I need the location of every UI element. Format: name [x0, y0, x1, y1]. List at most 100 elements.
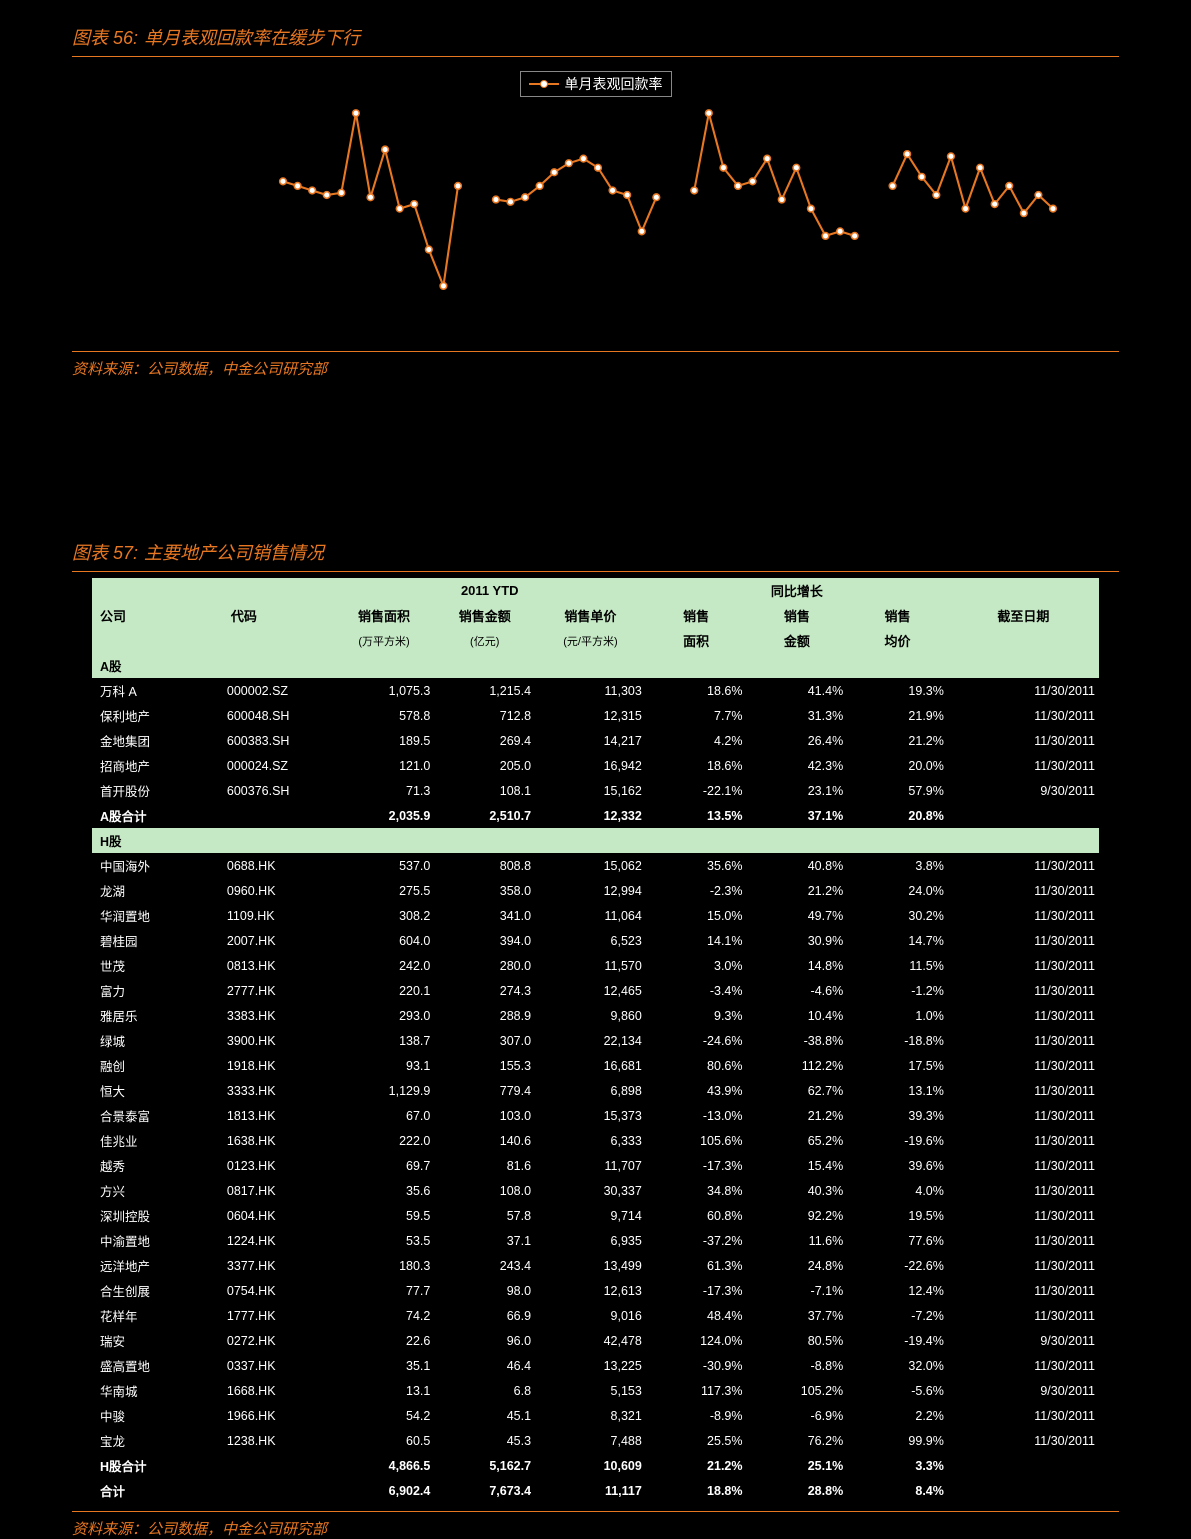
section-row: A股: [92, 653, 1099, 678]
table-cell: 394.0: [434, 928, 535, 953]
table-cell: 67.0: [334, 1103, 435, 1128]
table-row: 花样年1777.HK74.266.99,01648.4%37.7%-7.2%11…: [92, 1303, 1099, 1328]
th-group-ytd: 2011 YTD: [334, 578, 646, 603]
table-cell: 24.0%: [847, 878, 948, 903]
table-cell: 45.3: [434, 1428, 535, 1453]
table-cell: 3.8%: [847, 853, 948, 878]
table-cell: [948, 803, 1099, 828]
table-row: 碧桂园2007.HK604.0394.06,52314.1%30.9%14.7%…: [92, 928, 1099, 953]
th-amount-sub: (亿元): [434, 628, 535, 653]
table-cell: 13.1%: [847, 1078, 948, 1103]
table-cell: 11/30/2011: [948, 903, 1099, 928]
table-cell: 155.3: [434, 1053, 535, 1078]
table-cell: 578.8: [334, 703, 435, 728]
table-row: 越秀0123.HK69.781.611,707-17.3%15.4%39.6%1…: [92, 1153, 1099, 1178]
table-cell: 1777.HK: [223, 1303, 334, 1328]
table-cell: 0754.HK: [223, 1278, 334, 1303]
table-cell: 293.0: [334, 1003, 435, 1028]
table-cell: 1,129.9: [334, 1078, 435, 1103]
table-cell: 21.2%: [747, 878, 848, 903]
table-row: 富力2777.HK220.1274.312,465-3.4%-4.6%-1.2%…: [92, 978, 1099, 1003]
table-cell: 39.3%: [847, 1103, 948, 1128]
table-cell: -8.8%: [747, 1353, 848, 1378]
table-row: 宝龙1238.HK60.545.37,48825.5%76.2%99.9%11/…: [92, 1428, 1099, 1453]
table-cell: 中渝置地: [92, 1228, 223, 1253]
table-cell: 14,217: [535, 728, 646, 753]
table-cell: 15,373: [535, 1103, 646, 1128]
table-row: 中国海外0688.HK537.0808.815,06235.6%40.8%3.8…: [92, 853, 1099, 878]
table-cell: 1.0%: [847, 1003, 948, 1028]
table-cell: 11/30/2011: [948, 1353, 1099, 1378]
table-cell: 15,062: [535, 853, 646, 878]
table-cell: 32.0%: [847, 1353, 948, 1378]
table-cell: 37.1%: [747, 803, 848, 828]
table-cell: 6,935: [535, 1228, 646, 1253]
table-cell: 中国海外: [92, 853, 223, 878]
table-cell: 92.2%: [747, 1203, 848, 1228]
table-cell: -5.6%: [847, 1378, 948, 1403]
table-cell: 11/30/2011: [948, 928, 1099, 953]
table-cell: 59.5: [334, 1203, 435, 1228]
table-row: 华南城1668.HK13.16.85,153117.3%105.2%-5.6%9…: [92, 1378, 1099, 1403]
th-code: 代码: [223, 578, 334, 653]
table-cell: 9,714: [535, 1203, 646, 1228]
chart56-title-text: 单月表观回款率在缓步下行: [144, 24, 360, 50]
table-cell: 11/30/2011: [948, 1003, 1099, 1028]
table-cell: 11/30/2011: [948, 1278, 1099, 1303]
legend-label: 单月表观回款率: [565, 74, 663, 94]
table-cell: -22.1%: [646, 778, 747, 803]
table-cell: 341.0: [434, 903, 535, 928]
th-price-sub: (元/平方米): [535, 628, 646, 653]
table-cell: 1638.HK: [223, 1128, 334, 1153]
table-cell: 1238.HK: [223, 1428, 334, 1453]
table-cell: 96.0: [434, 1328, 535, 1353]
table-cell: 2,510.7: [434, 803, 535, 828]
section-label: A股: [92, 653, 1099, 678]
table-cell: 35.1: [334, 1353, 435, 1378]
table-cell: 275.5: [334, 878, 435, 903]
table-cell: 779.4: [434, 1078, 535, 1103]
table-cell: 11/30/2011: [948, 703, 1099, 728]
table-cell: 9,860: [535, 1003, 646, 1028]
table-cell: 11/30/2011: [948, 1028, 1099, 1053]
table-cell: 0813.HK: [223, 953, 334, 978]
table-cell: 1966.HK: [223, 1403, 334, 1428]
table-cell: 23.1%: [747, 778, 848, 803]
table-cell: 3.0%: [646, 953, 747, 978]
table-cell: 华润置地: [92, 903, 223, 928]
table-row: 中渝置地1224.HK53.537.16,935-37.2%11.6%77.6%…: [92, 1228, 1099, 1253]
table-cell: -37.2%: [646, 1228, 747, 1253]
table-cell: 花样年: [92, 1303, 223, 1328]
table-cell: 69.7: [334, 1153, 435, 1178]
table-cell: 25.5%: [646, 1428, 747, 1453]
table-cell: 243.4: [434, 1253, 535, 1278]
table-cell: 9/30/2011: [948, 778, 1099, 803]
table-cell: A股合计: [92, 803, 223, 828]
table-cell: 26.4%: [747, 728, 848, 753]
table-cell: 269.4: [434, 728, 535, 753]
table-cell: 103.0: [434, 1103, 535, 1128]
table-cell: 712.8: [434, 703, 535, 728]
table-cell: -17.3%: [646, 1153, 747, 1178]
table-cell: 11/30/2011: [948, 878, 1099, 903]
table-cell: -1.2%: [847, 978, 948, 1003]
table-cell: 11/30/2011: [948, 1228, 1099, 1253]
table-row: 招商地产000024.SZ121.0205.016,94218.6%42.3%2…: [92, 753, 1099, 778]
table-cell: 中骏: [92, 1403, 223, 1428]
table-cell: 0604.HK: [223, 1203, 334, 1228]
table-cell: 19.5%: [847, 1203, 948, 1228]
table-row: 雅居乐3383.HK293.0288.99,8609.3%10.4%1.0%11…: [92, 1003, 1099, 1028]
table-cell: 0960.HK: [223, 878, 334, 903]
table-cell: 60.5: [334, 1428, 435, 1453]
table-cell: -8.9%: [646, 1403, 747, 1428]
table-cell: 3383.HK: [223, 1003, 334, 1028]
table-cell: 2,035.9: [334, 803, 435, 828]
table-cell: 4.0%: [847, 1178, 948, 1203]
section-label: H股: [92, 828, 1099, 853]
table-cell: 合计: [92, 1478, 223, 1503]
table-cell: [948, 1453, 1099, 1478]
table-cell: 45.1: [434, 1403, 535, 1428]
table-cell: 14.1%: [646, 928, 747, 953]
table-cell: 深圳控股: [92, 1203, 223, 1228]
table-cell: 42,478: [535, 1328, 646, 1353]
